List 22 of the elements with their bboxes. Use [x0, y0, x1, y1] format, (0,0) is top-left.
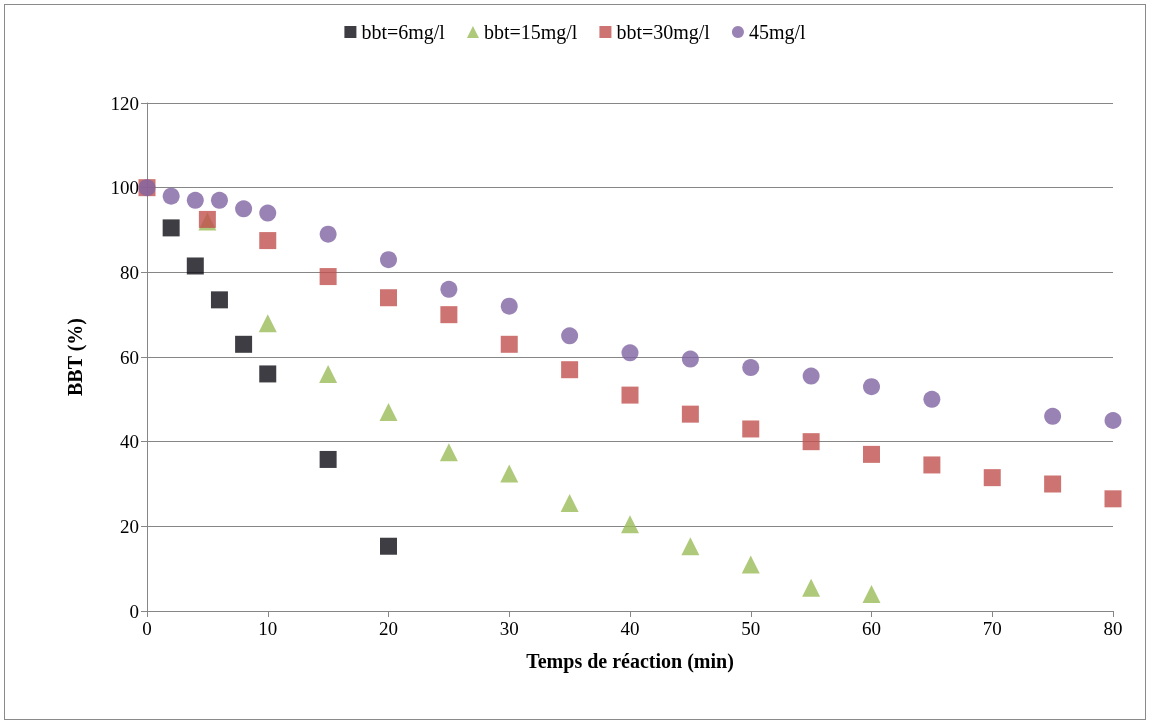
- y-tick-label: 120: [110, 92, 139, 114]
- y-axis-title: BBT (%): [64, 318, 87, 396]
- x-tick-label: 10: [258, 618, 278, 639]
- legend-label: bbt=6mg/l: [361, 21, 446, 44]
- y-tick-label: 60: [120, 346, 139, 368]
- y-tick-label: 100: [110, 177, 139, 199]
- legend-label: bbt=15mg/l: [483, 21, 578, 44]
- legend-label: bbt=30mg/l: [616, 21, 711, 44]
- x-tick-label: 60: [862, 618, 881, 639]
- y-tick-label: 20: [120, 515, 139, 537]
- legend-label: 45mg/l: [748, 21, 807, 44]
- y-tick-label: 80: [120, 261, 139, 283]
- x-axis-title: Temps de réaction (min): [526, 650, 734, 673]
- x-tick-label: 80: [1103, 618, 1123, 639]
- x-tick-label: 50: [741, 618, 761, 639]
- y-tick-label: 0: [129, 600, 139, 622]
- x-tick-label: 40: [620, 618, 640, 639]
- x-tick-label: 0: [142, 618, 152, 639]
- x-tick-label: 30: [499, 618, 519, 639]
- y-tick-label: 40: [120, 431, 139, 453]
- x-tick-label: 20: [379, 618, 398, 639]
- x-tick-label: 70: [982, 618, 1002, 639]
